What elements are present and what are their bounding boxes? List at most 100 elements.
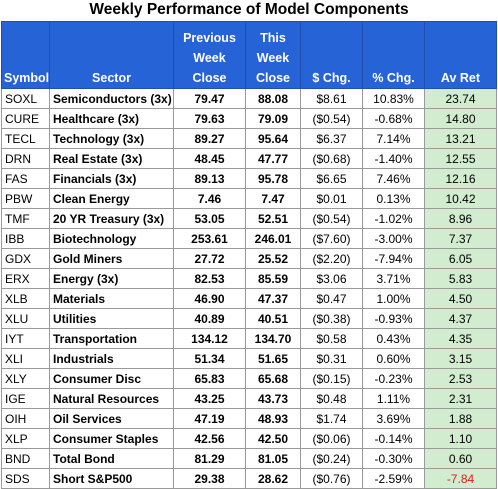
cell-symbol: OIH: [1, 408, 50, 429]
cell-percent-change: 0.60%: [362, 348, 425, 369]
cell-sector: Total Bond: [49, 448, 174, 469]
table-row: SOXL Semiconductors (3x) 79.47 88.08 $8.61 10…: [1, 88, 497, 109]
cell-symbol: IYT: [1, 328, 50, 349]
cell-symbol: XLY: [1, 368, 50, 389]
cell-symbol: CURE: [1, 108, 50, 129]
cell-average-return: 12.55: [424, 148, 497, 169]
cell-dollar-change: ($0.54): [300, 108, 363, 129]
cell-symbol: FAS: [1, 168, 50, 189]
cell-previous-close: 79.47: [173, 88, 246, 109]
cell-sector: 20 YR Treasury (3x): [49, 208, 174, 229]
cell-previous-close: 43.25: [173, 388, 246, 409]
cell-symbol: ERX: [1, 268, 50, 289]
table-row: ERX Energy (3x) 82.53 85.59 $3.06 3.71% 5.83: [1, 268, 497, 289]
table-row: TECL Technology (3x) 89.27 95.64 $6.37 7.14% 1…: [1, 128, 497, 149]
cell-average-return: 6.05: [424, 248, 497, 269]
cell-sector: Clean Energy: [49, 188, 174, 209]
cell-sector: Consumer Disc: [49, 368, 174, 389]
table-row: IYT Transportation 134.12 134.70 $0.58 0.43% 4…: [1, 328, 497, 349]
cell-symbol: PBW: [1, 188, 50, 209]
cell-previous-close: 53.05: [173, 208, 246, 229]
cell-this-week-close: 88.08: [245, 88, 301, 109]
cell-percent-change: -0.93%: [362, 308, 425, 329]
cell-average-return: 8.96: [424, 208, 497, 229]
cell-dollar-change: ($0.15): [300, 368, 363, 389]
page-title: Weekly Performance of Model Components: [89, 1, 409, 18]
cell-average-return: 4.50: [424, 288, 497, 309]
cell-average-return: 4.37: [424, 308, 497, 329]
table-row: XLB Materials 46.90 47.37 $0.47 1.00% 4.50: [1, 288, 497, 309]
cell-this-week-close: 47.77: [245, 148, 301, 169]
cell-previous-close: 47.19: [173, 408, 246, 429]
cell-percent-change: -2.59%: [362, 468, 425, 489]
header-previous-week-close: Previous Week Close: [173, 21, 246, 89]
cell-dollar-change: $8.61: [300, 88, 363, 109]
cell-symbol: XLI: [1, 348, 50, 369]
cell-dollar-change: ($0.68): [300, 148, 363, 169]
cell-symbol: IGE: [1, 388, 50, 409]
cell-symbol: XLP: [1, 428, 50, 449]
table-row: XLU Utilities 40.89 40.51 ($0.38) -0.93% 4.37: [1, 308, 497, 329]
cell-this-week-close: 43.73: [245, 388, 301, 409]
cell-percent-change: 3.69%: [362, 408, 425, 429]
cell-dollar-change: $1.74: [300, 408, 363, 429]
table-row: CURE Healthcare (3x) 79.63 79.09 ($0.54) -0.6…: [1, 108, 497, 129]
cell-previous-close: 82.53: [173, 268, 246, 289]
cell-percent-change: 1.00%: [362, 288, 425, 309]
cell-this-week-close: 48.93: [245, 408, 301, 429]
cell-average-return: 12.16: [424, 168, 497, 189]
cell-this-week-close: 85.59: [245, 268, 301, 289]
cell-sector: Gold Miners: [49, 248, 174, 269]
cell-dollar-change: $0.01: [300, 188, 363, 209]
cell-previous-close: 29.38: [173, 468, 246, 489]
cell-previous-close: 27.72: [173, 248, 246, 269]
table-row: XLI Industrials 51.34 51.65 $0.31 0.60% 3.15: [1, 348, 497, 369]
cell-this-week-close: 51.65: [245, 348, 301, 369]
cell-sector: Oil Services: [49, 408, 174, 429]
cell-this-week-close: 47.37: [245, 288, 301, 309]
cell-sector: Transportation: [49, 328, 174, 349]
cell-percent-change: 7.14%: [362, 128, 425, 149]
cell-symbol: SOXL: [1, 88, 50, 109]
cell-symbol: GDX: [1, 248, 50, 269]
cell-percent-change: -0.23%: [362, 368, 425, 389]
cell-dollar-change: $3.06: [300, 268, 363, 289]
cell-this-week-close: 25.52: [245, 248, 301, 269]
cell-previous-close: 48.45: [173, 148, 246, 169]
cell-average-return: 5.83: [424, 268, 497, 289]
cell-this-week-close: 79.09: [245, 108, 301, 129]
table-row: TMF 20 YR Treasury (3x) 53.05 52.51 ($0.54) -…: [1, 208, 497, 229]
header-average-return: Av Ret: [424, 21, 497, 89]
cell-sector: Materials: [49, 288, 174, 309]
cell-percent-change: -7.94%: [362, 248, 425, 269]
cell-this-week-close: 65.68: [245, 368, 301, 389]
cell-percent-change: 10.83%: [362, 88, 425, 109]
cell-sector: Financials (3x): [49, 168, 174, 189]
cell-this-week-close: 134.70: [245, 328, 301, 349]
cell-average-return: 10.42: [424, 188, 497, 209]
cell-sector: Healthcare (3x): [49, 108, 174, 129]
cell-percent-change: -0.30%: [362, 448, 425, 469]
cell-dollar-change: ($7.60): [300, 228, 363, 249]
cell-previous-close: 7.46: [173, 188, 246, 209]
cell-average-return: 7.37: [424, 228, 497, 249]
cell-percent-change: 3.71%: [362, 268, 425, 289]
cell-previous-close: 79.63: [173, 108, 246, 129]
cell-average-return: 1.88: [424, 408, 497, 429]
cell-dollar-change: ($0.06): [300, 428, 363, 449]
cell-this-week-close: 81.05: [245, 448, 301, 469]
cell-symbol: DRN: [1, 148, 50, 169]
cell-previous-close: 65.83: [173, 368, 246, 389]
cell-average-return: 1.10: [424, 428, 497, 449]
cell-previous-close: 42.56: [173, 428, 246, 449]
cell-this-week-close: 95.78: [245, 168, 301, 189]
cell-average-return: -7.84: [424, 468, 497, 489]
cell-this-week-close: 7.47: [245, 188, 301, 209]
header-this-week-close: This Week Close: [245, 21, 301, 89]
cell-previous-close: 40.89: [173, 308, 246, 329]
table-body: SOXL Semiconductors (3x) 79.47 88.08 $8.61 10…: [1, 88, 497, 489]
cell-sector: Natural Resources: [49, 388, 174, 409]
cell-percent-change: -1.40%: [362, 148, 425, 169]
cell-sector: Industrials: [49, 348, 174, 369]
table-row: XLP Consumer Staples 42.56 42.50 ($0.06) -0.1…: [1, 428, 497, 449]
